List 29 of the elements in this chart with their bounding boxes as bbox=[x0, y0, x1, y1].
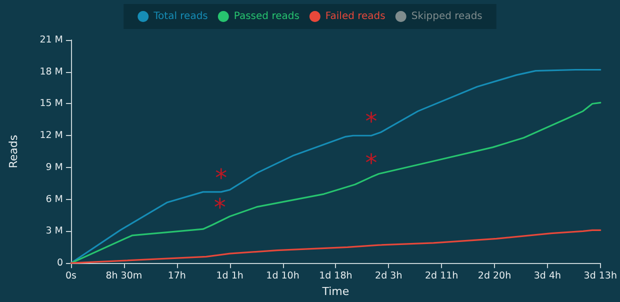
legend-label: Failed reads bbox=[325, 11, 386, 22]
annotation: * bbox=[214, 194, 226, 222]
x-tick-label: 1d 1h bbox=[216, 270, 244, 282]
y-tick-label: 12 M bbox=[40, 130, 63, 142]
y-tick-label: 21 M bbox=[40, 34, 63, 46]
x-axis-title: Time bbox=[321, 285, 350, 298]
legend-label: Total reads bbox=[152, 11, 208, 22]
x-tick-label: 2d 20h bbox=[478, 270, 512, 282]
x-tick-label: 3d 13h bbox=[584, 270, 618, 282]
legend-label: Skipped reads bbox=[411, 11, 482, 22]
y-tick-label: 6 M bbox=[46, 194, 63, 205]
y-tick-label: 0 bbox=[56, 258, 63, 269]
y-tick-label: 9 M bbox=[46, 162, 63, 173]
y-axis-title: Reads bbox=[7, 134, 20, 168]
x-tick-label: 2d 11h bbox=[424, 270, 458, 282]
x-tick-label: 1d 18h bbox=[319, 270, 352, 282]
x-tick-label: 8h 30m bbox=[106, 270, 142, 282]
legend-label: Passed reads bbox=[234, 11, 300, 22]
y-tick-label: 15 M bbox=[40, 98, 63, 110]
annotation: * bbox=[215, 164, 228, 192]
x-tick-label: 3d 4h bbox=[534, 270, 562, 282]
x-tick-label: 2d 3h bbox=[375, 270, 402, 282]
x-tick-label: 17h bbox=[168, 270, 186, 282]
annotation: * bbox=[365, 149, 378, 178]
x-tick-label: 1d 10h bbox=[266, 270, 300, 282]
y-tick-label: 3 M bbox=[46, 226, 63, 237]
annotation: * bbox=[365, 108, 378, 136]
y-tick-label: 18 M bbox=[40, 66, 63, 78]
x-tick-label: 0s bbox=[66, 270, 77, 282]
